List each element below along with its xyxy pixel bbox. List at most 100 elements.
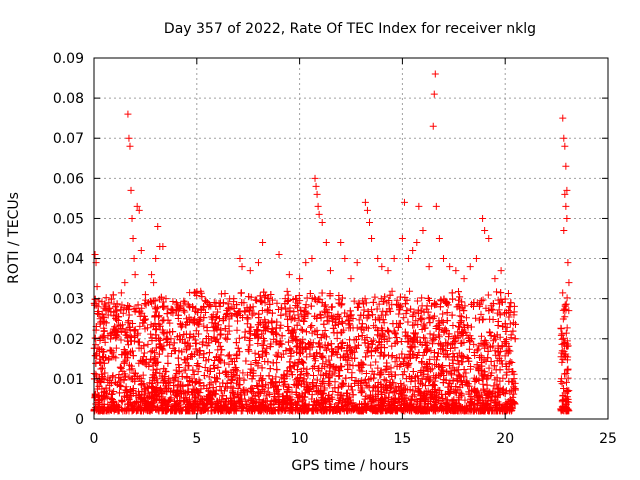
data-point [441, 325, 449, 333]
data-point [391, 329, 399, 337]
data-point [209, 384, 217, 392]
data-point [93, 385, 101, 393]
data-point [420, 334, 428, 342]
data-point [413, 297, 421, 305]
data-point [423, 348, 430, 356]
data-point [444, 301, 452, 309]
data-point [189, 385, 197, 393]
data-point [258, 341, 266, 349]
data-point [487, 358, 495, 366]
data-point [479, 385, 487, 393]
data-point [200, 322, 208, 330]
data-point [251, 330, 259, 338]
data-point [292, 376, 300, 384]
data-point [129, 352, 137, 360]
data-point [381, 394, 389, 402]
data-point [244, 346, 252, 354]
data-point [260, 288, 268, 296]
data-point [461, 404, 469, 412]
data-point [334, 320, 342, 328]
data-point [162, 382, 170, 390]
data-point [437, 296, 445, 304]
data-point [217, 290, 225, 298]
data-point [291, 314, 299, 322]
data-point [151, 303, 159, 311]
data-point [131, 333, 139, 341]
data-point [151, 320, 159, 328]
data-point [329, 324, 337, 332]
data-point [283, 367, 291, 375]
data-point [486, 329, 494, 337]
data-point [492, 351, 500, 359]
data-point [476, 407, 484, 415]
data-point [444, 383, 452, 391]
data-point [124, 400, 132, 408]
data-point [239, 369, 247, 377]
data-point [249, 384, 257, 392]
data-point [428, 382, 436, 390]
data-point [166, 319, 174, 327]
data-point [470, 340, 478, 348]
data-point [179, 398, 187, 406]
data-point [507, 299, 515, 307]
data-point [350, 297, 358, 305]
data-point [485, 307, 493, 315]
data-point [263, 406, 271, 414]
data-point [391, 358, 399, 366]
data-point [347, 311, 355, 319]
data-point [346, 396, 354, 404]
data-point [263, 344, 271, 352]
data-point [246, 335, 254, 343]
data-point [140, 342, 148, 350]
data-point [380, 319, 388, 327]
data-point [100, 314, 108, 322]
data-point [364, 308, 372, 316]
data-point [508, 368, 516, 376]
data-point [229, 392, 237, 400]
data-point [237, 289, 245, 297]
data-point [288, 371, 296, 379]
data-point [207, 379, 215, 387]
data-point [306, 350, 314, 358]
data-point [308, 321, 316, 329]
data-point [219, 299, 227, 307]
data-point [284, 297, 292, 305]
data-point [91, 334, 99, 342]
data-point [136, 322, 144, 330]
data-point [423, 302, 431, 310]
data-point [419, 351, 427, 359]
data-point [305, 387, 313, 395]
data-point [421, 382, 429, 390]
data-point [202, 357, 210, 365]
data-point [123, 406, 131, 414]
data-point [116, 381, 124, 389]
data-point [112, 344, 120, 352]
data-point [493, 380, 501, 388]
data-point [338, 294, 346, 302]
data-point [406, 335, 414, 343]
data-point [393, 362, 401, 370]
data-point [263, 308, 271, 316]
data-point [282, 310, 290, 318]
data-point [337, 343, 345, 351]
data-point [365, 376, 373, 384]
data-point [305, 401, 313, 409]
data-point [324, 342, 332, 350]
data-point [268, 296, 276, 304]
data-point [125, 323, 133, 331]
data-point [143, 324, 151, 332]
data-point [239, 386, 247, 394]
data-point [449, 295, 457, 303]
data-point [380, 332, 388, 340]
data-point [270, 383, 278, 391]
data-point [299, 317, 307, 325]
data-point [200, 350, 208, 358]
data-point [262, 349, 270, 357]
data-point [245, 336, 253, 344]
data-point [453, 353, 461, 361]
data-point [460, 366, 468, 374]
data-point [156, 322, 164, 330]
data-point [489, 300, 497, 308]
data-point [357, 389, 365, 397]
data-point [188, 375, 196, 383]
